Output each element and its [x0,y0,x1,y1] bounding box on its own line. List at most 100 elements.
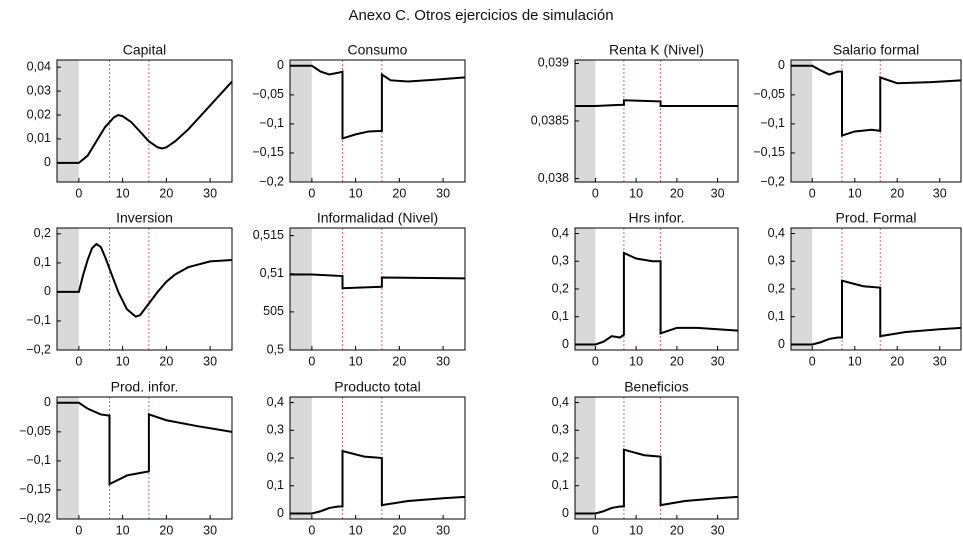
data-line [791,279,962,346]
x-tick-label: 20 [392,354,406,368]
y-tick-label: −0,15 [19,482,51,496]
chart-title: Hrs infor. [628,210,684,226]
y-tick-label: −0,2 [259,174,284,188]
x-tick-label: 10 [848,354,862,368]
y-tick-label: 0,4 [267,395,284,409]
y-tick-label: 0,3 [552,423,569,437]
x-tick-label: 10 [349,354,363,368]
plot-area [290,228,465,350]
y-tick-label: 0,01 [27,131,51,145]
x-tick-label: 0 [809,354,816,368]
chart-title: Salario formal [833,42,919,58]
chart-title: Inversion [116,210,173,226]
data-line [57,401,233,486]
x-tick-label: 0 [592,186,599,200]
data-line [290,64,466,140]
y-tick-label: 0,4 [552,226,569,240]
y-tick-label: 0,515 [253,228,284,242]
y-tick-label: 0 [44,284,51,298]
plot-area [290,60,465,182]
y-tick-label: −0,02 [19,511,51,525]
y-tick-label: 0,1 [552,478,569,492]
y-tick-label: 0,3 [267,423,284,437]
chart-title: Informalidad (Nivel) [317,210,438,226]
x-tick-label: 0 [592,523,599,537]
y-tick-label: −0,15 [252,145,284,159]
x-tick-label: 0 [308,354,315,368]
plot-frame [289,59,466,183]
shaded-region [57,397,79,519]
data-line [57,242,233,318]
y-tick-label: 0,1 [552,309,569,323]
y-tick-label: 0,4 [552,395,569,409]
x-tick-label: 20 [890,354,904,368]
y-tick-label: 0,03 [27,83,51,97]
data-line [290,273,466,290]
plot-frame [790,227,962,351]
y-tick-label: 0 [562,506,569,520]
plot-area [57,228,232,350]
y-tick-label: 0,04 [27,59,51,73]
x-tick-label: 10 [629,354,643,368]
x-tick-label: 0 [75,354,82,368]
y-tick-label: 0,2 [768,281,785,295]
x-tick-label: 0 [809,186,816,200]
shaded-region [791,60,813,182]
x-tick-label: 0 [592,354,599,368]
x-tick-label: 10 [629,186,643,200]
plot-frame [56,227,233,351]
plot-frame [56,59,233,183]
x-tick-label: 0 [308,523,315,537]
y-tick-label: 0,2 [552,450,569,464]
shaded-region [290,60,312,182]
plot-area [57,60,232,182]
shaded-region [290,228,312,350]
y-tick-label: 0,038 [538,171,569,185]
y-tick-label: 0,2 [34,226,51,240]
y-tick-label: 0 [44,395,51,409]
x-tick-label: 30 [436,186,450,200]
y-tick-label: 0,5 [267,342,284,356]
data-line [575,251,739,346]
y-tick-label: 0,1 [267,478,284,492]
y-tick-label: −0,1 [26,313,51,327]
x-tick-label: 10 [349,186,363,200]
data-line [575,99,738,108]
plot-area [575,397,738,519]
y-tick-label: −0,1 [259,116,284,130]
data-line [290,449,466,515]
y-tick-label: 0 [44,155,51,169]
chart-title: Beneficios [624,379,689,395]
plot-frame [790,59,962,183]
x-tick-label: 30 [203,186,217,200]
shaded-region [290,397,312,519]
chart-title: Consumo [348,42,408,58]
chart-title: Prod. infor. [111,379,179,395]
y-tick-label: 0,2 [267,450,284,464]
y-tick-label: 0,1 [768,309,785,323]
x-tick-label: 10 [349,523,363,537]
x-tick-label: 10 [116,523,130,537]
y-tick-label: −0,15 [753,145,785,159]
x-tick-label: 30 [711,523,725,537]
plot-area [57,397,232,519]
page-title: Anexo C. Otros ejercicios de simulación [348,7,613,24]
y-tick-label: −0,05 [252,87,284,101]
y-tick-label: 0,51 [260,266,284,280]
y-tick-label: 0,02 [27,107,51,121]
data-line [57,80,233,164]
x-tick-label: 30 [933,354,947,368]
y-tick-label: −0,1 [760,116,785,130]
plot-frame [574,227,739,351]
plot-frame [56,396,233,520]
y-tick-label: 0 [277,506,284,520]
y-tick-label: 505 [263,304,284,318]
y-tick-label: 0 [778,337,785,351]
y-tick-label: −0,1 [26,453,51,467]
x-tick-label: 20 [159,354,173,368]
x-tick-label: 10 [848,186,862,200]
x-tick-label: 20 [670,354,684,368]
x-tick-label: 0 [308,186,315,200]
x-tick-label: 30 [203,354,217,368]
